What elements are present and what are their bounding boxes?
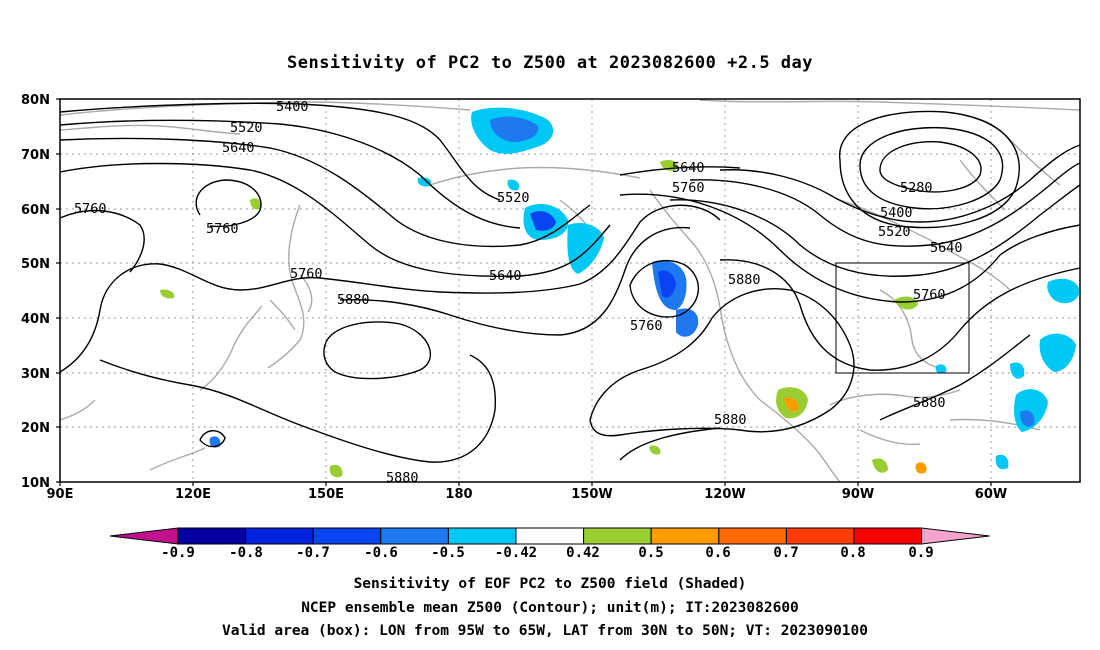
colorbar-box [853,527,923,545]
contour-label: 5640 [489,268,522,284]
colorbar-label: -0.42 [495,545,537,561]
colorbar-box [312,527,382,545]
map-panel: 5400 5520 5640 5760 5760 5760 5520 5640 … [21,93,1081,502]
valid-area-box [835,262,970,374]
caption-line-1: Sensitivity of EOF PC2 to Z500 field (Sh… [354,576,747,592]
colorbar-box [785,527,855,545]
colorbar-label: 0.42 [566,545,600,561]
axis-ticks [56,98,992,486]
colorbar-box [177,527,247,545]
lon-label: 60W [975,487,1007,502]
colorbar-label: 0.7 [773,545,798,561]
colorbar-box [515,527,585,545]
contour-label: 5640 [672,160,705,176]
colorbar-box [245,527,314,545]
lat-label: 20N [21,421,50,436]
lat-label: 70N [21,148,50,163]
lat-label: 60N [21,203,50,218]
colorbar-label: 0.5 [638,545,663,561]
sensitivity-shading [160,107,1080,478]
contour-label: 5640 [930,240,963,256]
map-title: Sensitivity of PC2 to Z500 at 2023082600… [287,53,813,73]
contour-label: 5520 [497,190,530,206]
lat-labels: 80N 70N 60N 50N 40N 30N 20N 10N [21,93,50,491]
lon-label: 120E [175,487,211,502]
lon-label: 150E [308,487,344,502]
contour-label: 5760 [672,180,705,196]
lon-label: 180 [445,487,472,502]
lon-label: 150W [571,487,612,502]
colorbar-label: -0.5 [431,545,465,561]
lon-label: 90E [47,487,74,502]
contour-label: 5760 [206,221,239,237]
contour-label: 5280 [900,180,933,196]
contour-label: 5640 [222,140,255,156]
lat-label: 30N [21,367,50,382]
caption-line-2: NCEP ensemble mean Z500 (Contour); unit(… [301,600,799,616]
z500-contours [59,102,1081,463]
lon-label: 120W [704,487,745,502]
contour-label: 5520 [878,224,911,240]
contour-label: 5760 [913,287,946,303]
caption: Sensitivity of EOF PC2 to Z500 field (Sh… [222,576,868,639]
lon-label: 90W [842,487,874,502]
contour-label: 5760 [290,266,323,282]
contour-label: 5880 [728,272,761,288]
caption-line-3: Valid area (box): LON from 95W to 65W, L… [222,623,868,639]
contour-label: 5520 [230,120,263,136]
colorbar-triangle-left [109,527,179,545]
contour-label: 5760 [630,318,663,334]
contour-labels: 5400 5520 5640 5760 5760 5760 5520 5640 … [74,99,963,486]
contour-label: 5760 [74,201,107,217]
contour-label: 5400 [880,205,913,221]
colorbar-label: 0.8 [840,545,865,561]
colorbar-label: -0.8 [229,545,263,561]
contour-label: 5400 [276,99,309,115]
lat-label: 80N [21,93,50,108]
colorbar-triangle-right [921,527,990,545]
colorbar-box [718,527,787,545]
contour-label: 5880 [714,412,747,428]
colorbar-box [650,527,720,545]
colorbar-label: -0.9 [161,545,195,561]
lat-label: 50N [21,257,50,272]
colorbar-label: 0.6 [705,545,730,561]
colorbar-box [447,527,517,545]
colorbar-label: -0.7 [296,545,330,561]
colorbar: -0.9 -0.8 -0.7 -0.6 -0.5 -0.42 0.42 0.5 … [109,527,990,561]
contour-label: 5880 [913,395,946,411]
colorbar-boxes [109,527,990,545]
lon-labels: 90E 120E 150E 180 150W 120W 90W 60W [47,487,1008,502]
lat-label: 10N [21,476,50,491]
colorbar-label: 0.9 [908,545,933,561]
colorbar-box [583,527,652,545]
contour-label: 5880 [337,292,370,308]
contour-label: 5880 [386,470,419,486]
colorbar-labels: -0.9 -0.8 -0.7 -0.6 -0.5 -0.42 0.42 0.5 … [161,545,934,561]
lat-label: 40N [21,312,50,327]
map-frame [59,98,1081,483]
colorbar-label: -0.6 [364,545,398,561]
colorbar-box [380,527,449,545]
